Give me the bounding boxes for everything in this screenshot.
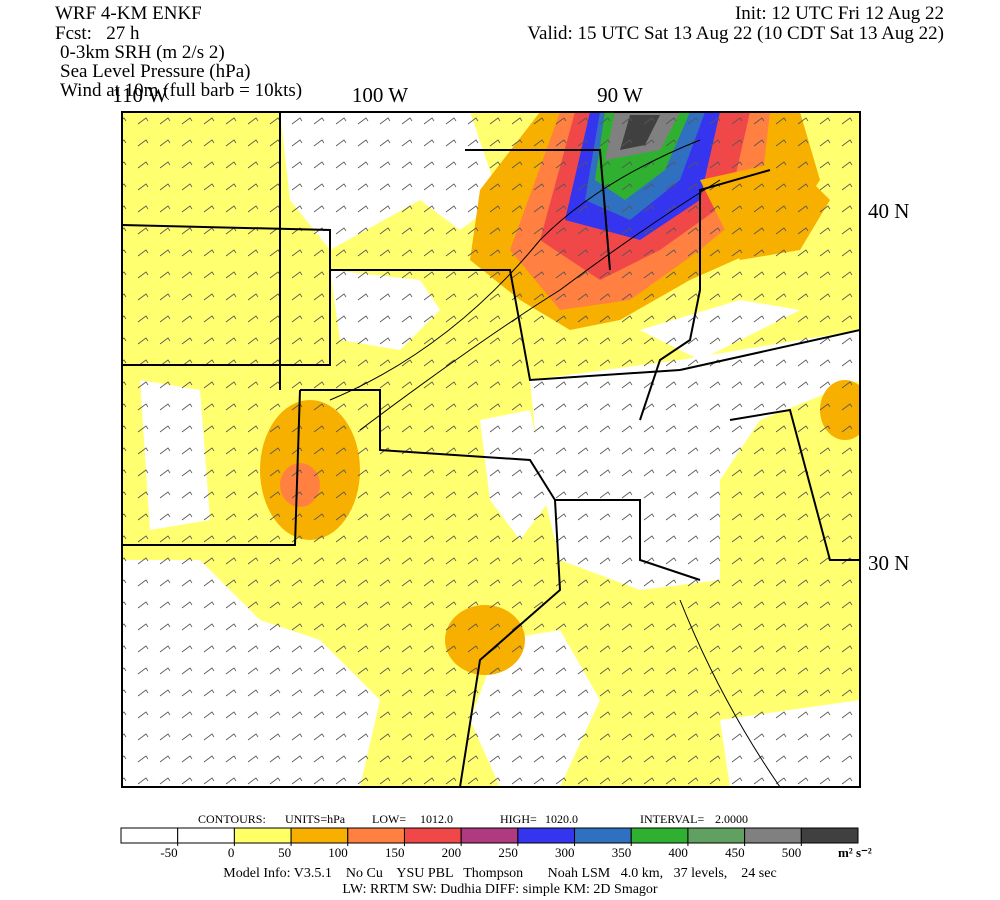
state-borders — [122, 112, 860, 787]
colorbar-label: 250 — [498, 845, 518, 860]
colorbar-label: 100 — [328, 845, 348, 860]
colorbar-segment — [574, 827, 632, 844]
colorbar-segment — [403, 827, 462, 844]
forecast-hour: Fcst: 27 h — [55, 23, 140, 44]
model-info: LW: RRTM SW: Dudhia DIFF: simple KM: 2D … — [342, 882, 658, 897]
init-time: Init: 12 UTC Fri 12 Aug 22 — [735, 3, 944, 24]
field-label: Wind at 10m (full barb = 10kts) — [60, 80, 302, 101]
colorbar-label: 150 — [385, 845, 405, 860]
contour-text: 1012.0 — [420, 812, 453, 826]
colorbar-segment — [233, 827, 292, 844]
colorbar-label: 50 — [278, 845, 291, 860]
longitude-label: 110 W — [112, 83, 168, 107]
colorbar-label: 350 — [612, 845, 632, 860]
colorbar-segment — [800, 827, 859, 844]
colorbar-segment — [177, 827, 235, 844]
colorbar-segment — [460, 827, 519, 844]
contour-text: 2.0000 — [715, 812, 748, 826]
isobars — [329, 139, 781, 787]
contour-text: LOW= — [372, 812, 406, 826]
field-label: 0-3km SRH (m 2/s 2) — [60, 42, 225, 63]
longitude-label: 90 W — [597, 83, 643, 107]
colorbar-label: -50 — [160, 845, 177, 860]
colorbar-units: m² s⁻² — [838, 845, 872, 860]
colorbar-label: 0 — [228, 845, 235, 860]
map-frame — [121, 111, 861, 788]
longitude-label: 100 W — [352, 83, 408, 107]
colorbar-segment — [120, 827, 179, 844]
colorbar-label: 500 — [782, 845, 802, 860]
colorbar-segment — [687, 827, 746, 844]
contour-text: HIGH= — [500, 812, 537, 826]
colorbar-segment — [517, 827, 576, 844]
colorbar-label: 200 — [442, 845, 462, 860]
contour-text: CONTOURS: — [198, 812, 266, 826]
colorbar-label: 400 — [668, 845, 688, 860]
colorbar-segment — [290, 827, 349, 844]
colorbar-segment — [347, 827, 405, 844]
contour-text: UNITS=hPa — [285, 812, 346, 826]
model-title: WRF 4-KM ENKF — [55, 3, 202, 24]
latitude-label: 30 N — [868, 551, 909, 575]
colorbar-segment — [630, 827, 689, 844]
colorbar-label: 300 — [555, 845, 575, 860]
colorbar: -50 0 50 100 150 200 250 300 350 400 450 500 m² s⁻² — [120, 827, 872, 860]
valid-time: Valid: 15 UTC Sat 13 Aug 22 (10 CDT Sat … — [527, 23, 944, 44]
latitude-label: 40 N — [868, 199, 909, 223]
wind-barbs — [122, 112, 860, 787]
map — [122, 112, 860, 787]
field-label: Sea Level Pressure (hPa) — [60, 61, 250, 82]
contour-text: 1020.0 — [545, 812, 578, 826]
colorbar-label: 450 — [725, 845, 745, 860]
contour-info: CONTOURS: UNITS=hPa LOW= 1012.0 HIGH= 10… — [198, 812, 748, 826]
contour-text: INTERVAL= — [640, 812, 704, 826]
model-info: Model Info: V3.5.1 No Cu YSU PBL Thompso… — [223, 866, 776, 881]
colorbar-segment — [744, 827, 802, 844]
